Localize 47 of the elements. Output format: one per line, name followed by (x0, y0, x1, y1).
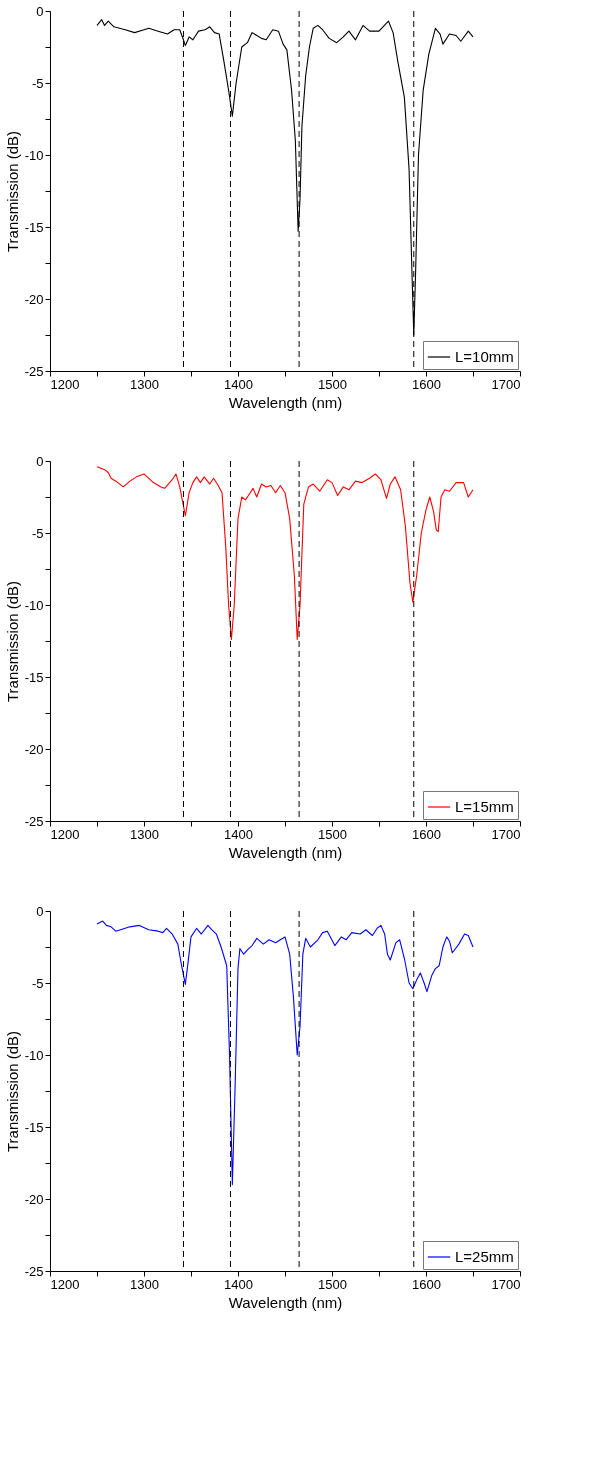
y-axis-title: Transmission (dB) (3, 1030, 21, 1153)
y-tick-label: -10 (24, 147, 44, 163)
x-tick-label: 1700 (491, 826, 521, 842)
x-tick-label: 1300 (130, 376, 159, 392)
legend-label: L=15mm (455, 798, 514, 815)
y-tick-label: 0 (36, 903, 44, 919)
line-series (96, 920, 474, 1186)
y-tick-label: -10 (24, 1047, 44, 1063)
x-axis-title: Wavelength (nm) (228, 393, 343, 411)
y-tick-label: -5 (31, 75, 44, 91)
x-tick-label: 1200 (50, 1276, 80, 1292)
y-tick-label: 0 (36, 453, 44, 469)
x-axis-title: Wavelength (nm) (228, 843, 343, 861)
y-tick-label: -25 (24, 1263, 44, 1279)
y-tick-label: -20 (24, 291, 44, 307)
y-tick-label: -20 (24, 741, 44, 757)
x-tick-label: 1500 (318, 1276, 347, 1292)
x-axis-title: Wavelength (nm) (228, 1293, 343, 1311)
y-tick-label: -25 (24, 813, 44, 829)
x-tick-label: 1600 (412, 376, 441, 392)
x-tick-label: 1600 (412, 1276, 441, 1292)
y-axis-title: Transmission (dB) (3, 580, 21, 703)
x-tick-label: 1300 (130, 826, 159, 842)
y-tick-label: -25 (24, 363, 44, 379)
legend-label: L=25mm (455, 1248, 514, 1265)
x-tick-label: 1700 (491, 1276, 521, 1292)
y-axis-title: Transmission (dB) (3, 130, 21, 253)
y-tick-label: 0 (36, 3, 44, 19)
y-tick-label: -20 (24, 1191, 44, 1207)
legend-label: L=10mm (455, 348, 514, 365)
x-tick-label: 1600 (412, 826, 441, 842)
x-tick-label: 1200 (50, 826, 80, 842)
y-tick-label: -15 (24, 219, 44, 235)
x-tick-label: 1400 (224, 376, 253, 392)
x-tick-label: 1200 (50, 376, 80, 392)
x-tick-label: 1400 (224, 826, 253, 842)
y-tick-label: -5 (31, 975, 44, 991)
y-tick-label: -10 (24, 597, 44, 613)
x-tick-label: 1700 (491, 376, 521, 392)
x-tick-label: 1500 (318, 376, 347, 392)
x-tick-label: 1300 (130, 1276, 159, 1292)
line-series (96, 466, 474, 641)
x-tick-label: 1400 (224, 1276, 253, 1292)
y-tick-label: -5 (31, 525, 44, 541)
x-tick-label: 1500 (318, 826, 347, 842)
y-tick-label: -15 (24, 669, 44, 685)
y-tick-label: -15 (24, 1119, 44, 1135)
